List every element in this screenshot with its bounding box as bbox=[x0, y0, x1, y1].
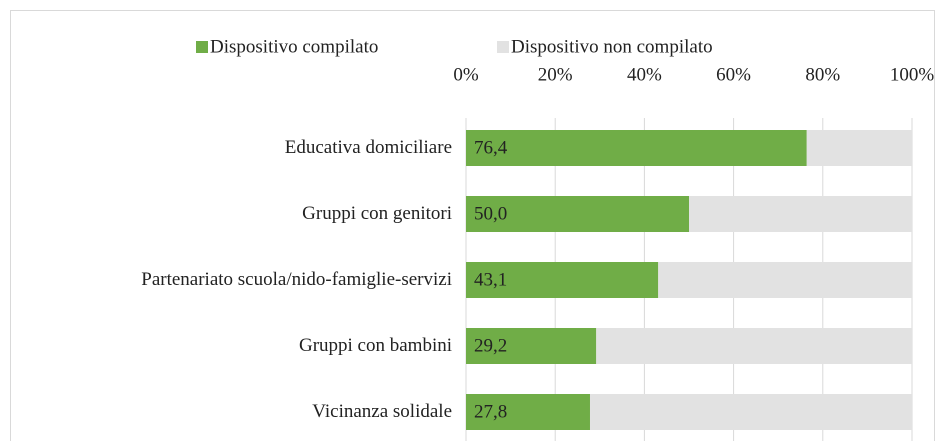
bar-segment bbox=[466, 130, 807, 166]
category-label: Gruppi con bambini bbox=[299, 335, 452, 357]
category-label: Vicinanza solidale bbox=[312, 401, 452, 423]
category-label: Educativa domiciliare bbox=[285, 137, 452, 159]
bar-segment bbox=[689, 196, 912, 232]
data-label: 29,2 bbox=[474, 335, 507, 356]
legend-label: Dispositivo non compilato bbox=[511, 36, 713, 57]
bar-segment bbox=[658, 262, 912, 298]
bar-segment bbox=[806, 130, 912, 166]
data-label: 50,0 bbox=[474, 203, 507, 224]
x-tick-label: 40% bbox=[627, 64, 662, 85]
bar-segment bbox=[596, 328, 912, 364]
x-tick-label: 80% bbox=[805, 64, 840, 85]
x-tick-label: 100% bbox=[890, 64, 935, 85]
category-text: Partenariato scuola/nido-famiglie-serviz… bbox=[141, 269, 452, 290]
data-label: 27,8 bbox=[474, 401, 507, 422]
category-text: Gruppi con genitori bbox=[302, 203, 452, 224]
legend-swatch bbox=[497, 41, 509, 53]
x-tick-label: 20% bbox=[538, 64, 573, 85]
x-tick-label: 60% bbox=[716, 64, 751, 85]
category-text: Educativa domiciliare bbox=[284, 137, 452, 158]
bar-segment bbox=[466, 394, 590, 430]
x-tick-label: 0% bbox=[453, 64, 479, 85]
category-label: Gruppi con genitori bbox=[302, 203, 452, 225]
category-text: Gruppi con bambini bbox=[298, 335, 452, 356]
legend-label: Dispositivo compilato bbox=[210, 36, 378, 57]
data-label: 43,1 bbox=[474, 269, 507, 290]
bar-segment bbox=[466, 328, 597, 364]
bar-segment bbox=[589, 394, 912, 430]
category-label: Partenariato scuola/nido-famiglie-serviz… bbox=[141, 269, 452, 291]
legend-swatch bbox=[196, 41, 208, 53]
data-label: 76,4 bbox=[474, 137, 508, 158]
chart-border bbox=[10, 10, 935, 441]
category-text: Vicinanza solidale bbox=[312, 401, 452, 422]
bar-segment bbox=[466, 262, 659, 298]
bar-segment bbox=[466, 196, 689, 232]
